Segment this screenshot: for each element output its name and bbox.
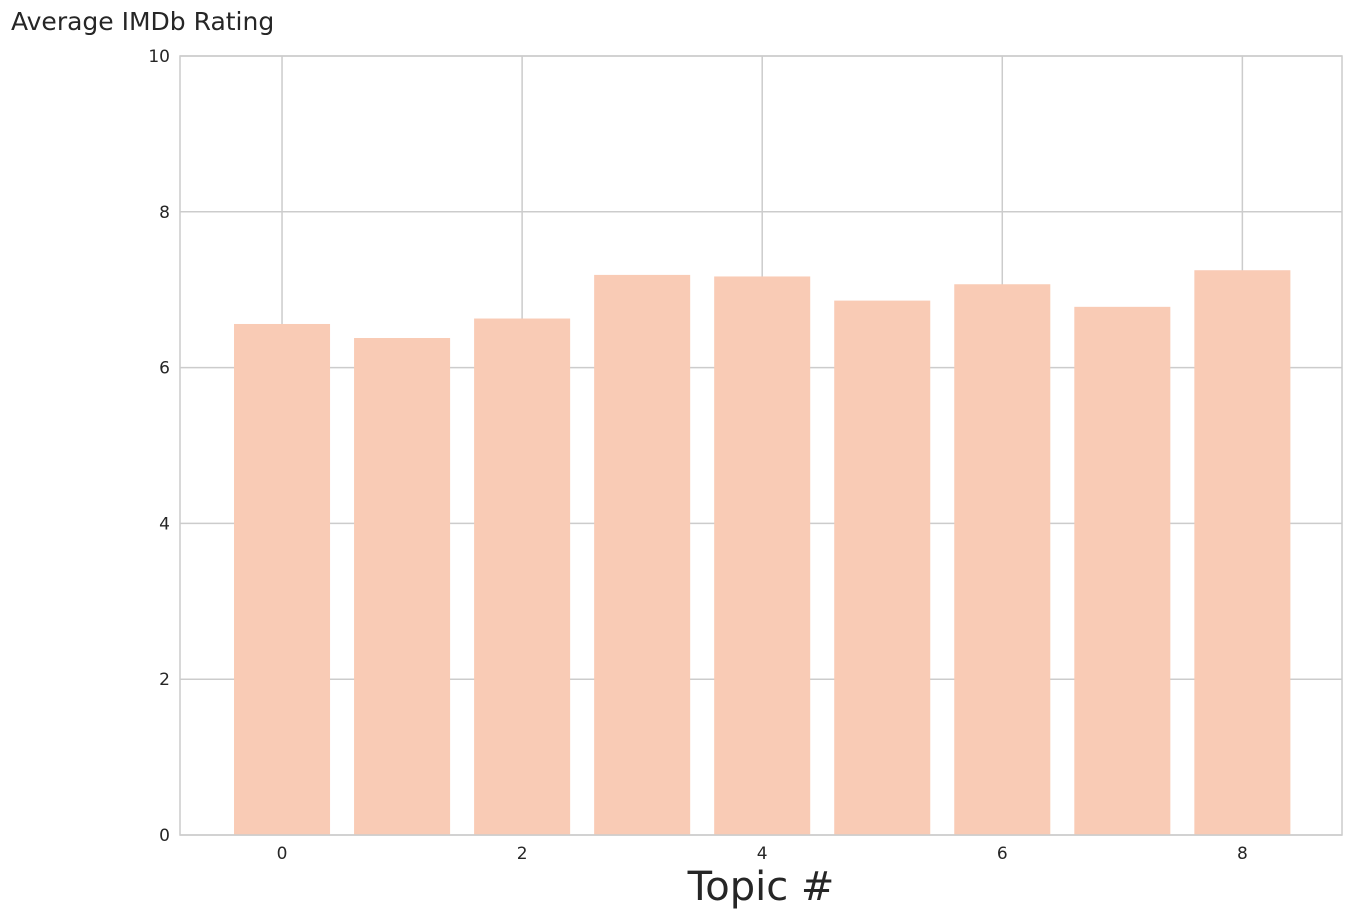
y-tick-label: 6	[159, 359, 170, 379]
y-tick-label: 4	[159, 514, 170, 534]
x-tick-label: 0	[277, 844, 288, 864]
bar-topic-8	[1194, 270, 1291, 836]
y-axis-label: Average IMDb Rating	[11, 7, 274, 36]
bar-topic-4	[714, 276, 811, 835]
x-tick-label: 2	[517, 844, 528, 864]
bar-topic-5	[834, 300, 931, 836]
bars	[234, 270, 1291, 836]
x-tick-label: 4	[757, 844, 768, 864]
bar-topic-6	[954, 284, 1051, 835]
y-tick-label: 2	[159, 670, 170, 690]
y-tick-label: 10	[148, 47, 170, 67]
bar-topic-7	[1074, 306, 1171, 835]
y-tick-label: 8	[159, 203, 170, 223]
bar-topic-1	[354, 337, 451, 835]
bar-topic-0	[234, 323, 331, 835]
x-tick-label: 6	[997, 844, 1008, 864]
bar-topic-3	[594, 274, 691, 835]
x-axis-label: Topic #	[687, 864, 835, 910]
axes-frame	[179, 55, 1343, 836]
x-tick-label: 8	[1237, 844, 1248, 864]
y-tick-label: 0	[159, 826, 170, 846]
tick-labels: 0 2 4 6 8 10 0 2 4 6 8	[148, 47, 1247, 864]
bar-topic-2	[474, 318, 571, 835]
